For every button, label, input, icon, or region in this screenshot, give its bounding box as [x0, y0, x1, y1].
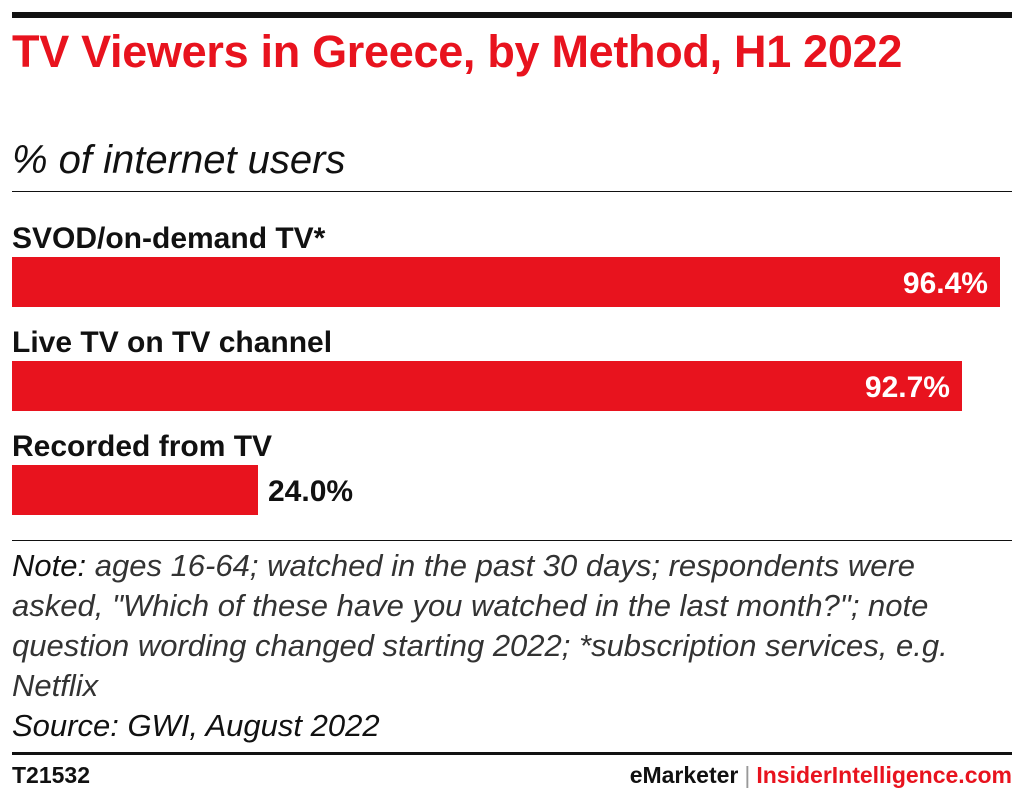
note-lead: Note: — [12, 548, 87, 583]
chart-id: T21532 — [12, 762, 91, 788]
category-label: SVOD/on-demand TV* — [12, 222, 326, 255]
bar — [12, 465, 258, 515]
footer-rule — [12, 752, 1012, 755]
header-divider — [12, 191, 1012, 192]
note-source: Source: GWI, August 2022 — [12, 708, 380, 743]
value-label: 24.0% — [268, 475, 353, 508]
chart-title: TV Viewers in Greece, by Method, H1 2022 — [12, 26, 903, 77]
brand-emarketer: eMarketer — [629, 762, 739, 788]
category-label: Recorded from TV — [12, 430, 272, 463]
note-text: ages 16-64; watched in the past 30 days;… — [12, 548, 948, 703]
chart-note: Note: ages 16-64; watched in the past 30… — [12, 546, 1012, 746]
value-label: 96.4% — [903, 267, 988, 300]
category-label: Live TV on TV channel — [12, 326, 332, 359]
bar — [12, 257, 1000, 307]
brand-separator: | — [744, 762, 751, 788]
chart-subtitle: % of internet users — [12, 138, 346, 182]
top-rule — [12, 12, 1012, 18]
brand-insiderintelligence: InsiderIntelligence.com — [756, 762, 1012, 788]
value-label: 92.7% — [865, 371, 950, 404]
footer-brand: eMarketer | InsiderIntelligence.com — [630, 762, 1012, 789]
bar — [12, 361, 962, 411]
chart-divider — [12, 540, 1012, 541]
bar-chart: SVOD/on-demand TV* 96.4% Live TV on TV cha… — [12, 222, 1000, 515]
